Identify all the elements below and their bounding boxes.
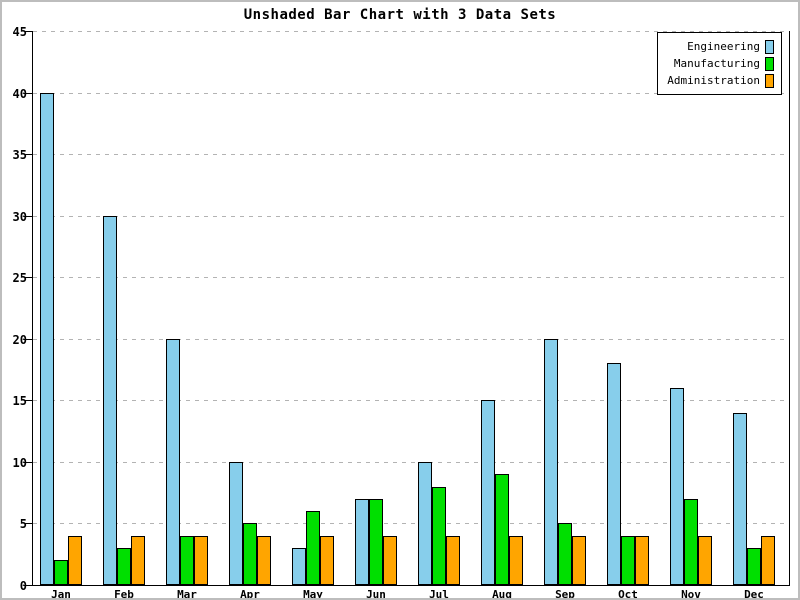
- bar-engineering-jan: [40, 93, 54, 585]
- y-axis-tick: [24, 462, 33, 463]
- y-axis-tick: [24, 400, 33, 401]
- bar-engineering-aug: [481, 400, 495, 585]
- bar-administration-sep: [572, 536, 586, 585]
- legend-swatch-administration: [765, 73, 774, 88]
- gridline: [33, 154, 789, 155]
- legend: Engineering Manufacturing Administration: [657, 32, 782, 95]
- bar-manufacturing-feb: [117, 548, 131, 585]
- gridline: [33, 462, 789, 463]
- bar-manufacturing-may: [306, 511, 320, 585]
- bar-engineering-feb: [103, 216, 117, 585]
- y-axis-tick: [24, 31, 33, 32]
- gridline: [33, 93, 789, 94]
- gridline: [33, 277, 789, 278]
- y-axis-tick-label: 15: [12, 394, 27, 408]
- bar-engineering-jun: [355, 499, 369, 585]
- x-axis-label: Sep: [555, 588, 575, 600]
- y-axis-tick: [24, 93, 33, 94]
- y-axis-tick: [24, 216, 33, 217]
- bar-engineering-sep: [544, 339, 558, 585]
- legend-row: Manufacturing: [667, 55, 774, 72]
- bar-engineering-oct: [607, 363, 621, 585]
- legend-swatch-manufacturing: [765, 56, 774, 71]
- chart-title: Unshaded Bar Chart with 3 Data Sets: [243, 7, 557, 23]
- y-axis-tick: [24, 339, 33, 340]
- gridline: [33, 31, 789, 32]
- bar-engineering-dec: [733, 413, 747, 585]
- bar-administration-may: [320, 536, 334, 585]
- bar-administration-oct: [635, 536, 649, 585]
- gridline: [33, 339, 789, 340]
- bar-engineering-mar: [166, 339, 180, 585]
- bar-manufacturing-aug: [495, 474, 509, 585]
- bar-administration-aug: [509, 536, 523, 585]
- legend-label: Administration: [667, 74, 760, 87]
- legend-row: Engineering: [667, 38, 774, 55]
- bar-engineering-nov: [670, 388, 684, 585]
- bar-manufacturing-jul: [432, 487, 446, 585]
- y-axis-tick-label: 20: [12, 333, 27, 347]
- x-axis-label: Dec: [744, 588, 764, 600]
- legend-swatch-engineering: [765, 39, 774, 54]
- y-axis-tick-label: 40: [12, 87, 27, 101]
- bar-manufacturing-jun: [369, 499, 383, 585]
- bar-manufacturing-apr: [243, 523, 257, 585]
- x-axis-label: May: [303, 588, 323, 600]
- plot-area: 0 5 10 15 20 25 30 35 40 45 Jan Feb Mar Apr May Jun Jul…: [13, 26, 790, 598]
- bar-engineering-apr: [229, 462, 243, 585]
- gridline: [33, 216, 789, 217]
- bar-administration-mar: [194, 536, 208, 585]
- x-axis-label: Apr: [240, 588, 260, 600]
- y-axis-tick-label: 5: [19, 517, 27, 531]
- bar-administration-feb: [131, 536, 145, 585]
- y-axis-tick: [24, 154, 33, 155]
- x-axis-label: Feb: [114, 588, 134, 600]
- gridline: [33, 400, 789, 401]
- y-axis-tick-label: 10: [12, 456, 27, 470]
- y-axis-tick-label: 25: [12, 271, 27, 285]
- y-axis-tick: [24, 585, 33, 586]
- bar-administration-jul: [446, 536, 460, 585]
- legend-row: Administration: [667, 72, 774, 89]
- bar-manufacturing-oct: [621, 536, 635, 585]
- y-axis-tick: [24, 277, 33, 278]
- legend-label: Engineering: [687, 40, 760, 53]
- bar-administration-jun: [383, 536, 397, 585]
- x-axis-label: Mar: [177, 588, 197, 600]
- bar-manufacturing-jan: [54, 560, 68, 585]
- x-axis-label: Jun: [366, 588, 386, 600]
- bar-manufacturing-dec: [747, 548, 761, 585]
- bar-engineering-may: [292, 548, 306, 585]
- legend-label: Manufacturing: [673, 57, 760, 70]
- bar-manufacturing-sep: [558, 523, 572, 585]
- bar-manufacturing-nov: [684, 499, 698, 585]
- x-axis-label: Oct: [618, 588, 638, 600]
- x-axis-label: Jul: [429, 588, 449, 600]
- bar-administration-apr: [257, 536, 271, 585]
- bar-engineering-jul: [418, 462, 432, 585]
- bar-administration-dec: [761, 536, 775, 585]
- x-axis-label: Aug: [492, 588, 512, 600]
- y-axis-tick-label: 45: [12, 25, 27, 39]
- bar-manufacturing-mar: [180, 536, 194, 585]
- y-axis-tick: [24, 523, 33, 524]
- gridline: [33, 523, 789, 524]
- bar-administration-jan: [68, 536, 82, 585]
- bar-administration-nov: [698, 536, 712, 585]
- x-axis-label: Jan: [51, 588, 71, 600]
- x-axis-label: Nov: [681, 588, 701, 600]
- y-axis-tick-label: 35: [12, 148, 27, 162]
- y-axis-tick-label: 0: [19, 579, 27, 593]
- y-axis-tick-label: 30: [12, 210, 27, 224]
